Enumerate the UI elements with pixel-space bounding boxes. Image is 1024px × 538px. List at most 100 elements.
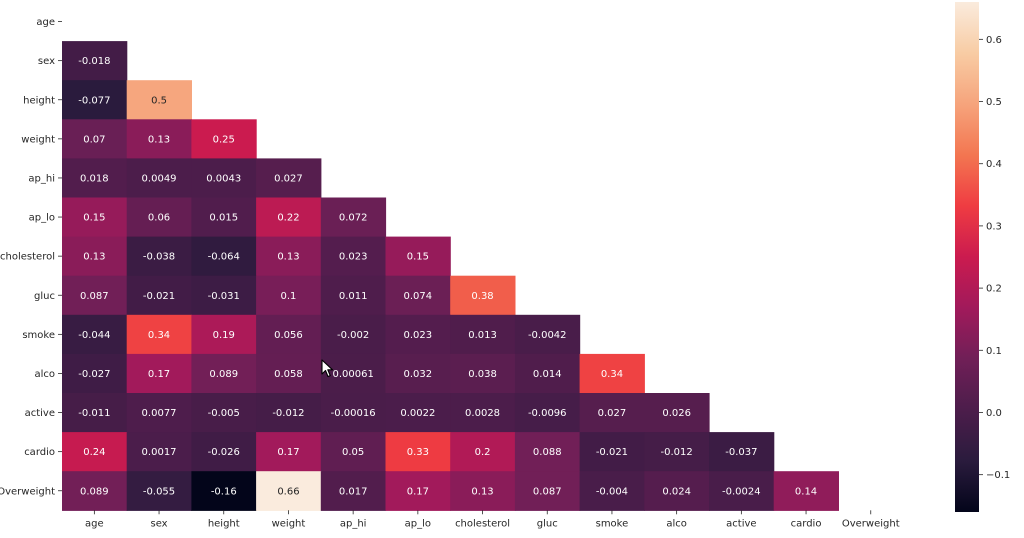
mouse-pointer-icon <box>321 359 334 378</box>
heatmap-cell: 0.0028 <box>450 393 516 433</box>
heatmap-cell-rect <box>62 197 128 238</box>
heatmap-cell-label: 0.24 <box>83 447 105 458</box>
x-tick-label: height <box>208 518 240 529</box>
heatmap-cell-rect <box>126 119 192 159</box>
heatmap-cell-rect <box>514 393 581 433</box>
heatmap-cell-rect <box>579 471 645 511</box>
heatmap-cell-label: 0.33 <box>407 447 429 458</box>
heatmap-cell-label: 0.00061 <box>332 369 373 380</box>
heatmap-cell: 0.074 <box>385 275 451 316</box>
heatmap-cell-label: 0.024 <box>662 486 691 497</box>
x-tick-label: ap_lo <box>405 518 431 529</box>
heatmap-cell-label: 0.023 <box>404 330 433 341</box>
y-tick-label: cardio <box>24 447 55 458</box>
heatmap-cell: 0.087 <box>514 471 581 511</box>
x-tick-label: smoke <box>596 518 629 529</box>
heatmap-cell-rect <box>579 353 645 394</box>
heatmap-cell-label: 0.14 <box>795 486 817 497</box>
heatmap-cell-label: 0.056 <box>274 330 303 341</box>
heatmap-cell-label: 0.34 <box>601 369 623 380</box>
heatmap-cell-rect <box>126 80 192 120</box>
heatmap-cell-rect <box>191 393 257 433</box>
heatmap-cell: 0.0049 <box>126 158 192 199</box>
heatmap-cell-label: 0.089 <box>209 369 238 380</box>
heatmap-cell-rect <box>514 353 581 394</box>
heatmap-cell-rect <box>256 432 322 472</box>
heatmap-cell-label: -0.044 <box>78 330 110 341</box>
heatmap-cell-rect <box>644 393 710 433</box>
heatmap-cell: -0.012 <box>256 393 322 433</box>
heatmap-cell-label: -0.0042 <box>528 330 567 341</box>
heatmap-cell: 0.013 <box>450 314 516 355</box>
heatmap-cell: 0.017 <box>320 471 387 511</box>
heatmap-cell-rect <box>320 471 387 511</box>
y-tick-label: cholesterol <box>0 252 55 263</box>
heatmap-cell-label: 0.038 <box>468 369 497 380</box>
heatmap-cell: 0.25 <box>191 119 257 159</box>
heatmap-cell-label: 0.0049 <box>142 173 177 184</box>
heatmap-cell: -0.021 <box>579 432 645 472</box>
heatmap-cell: 0.13 <box>126 119 192 159</box>
heatmap-cell-rect <box>256 353 322 394</box>
heatmap-cell-rect <box>191 353 257 394</box>
heatmap-cell: 0.058 <box>256 353 322 394</box>
heatmap-cell-rect <box>320 275 387 316</box>
heatmap-cell: 0.17 <box>385 471 451 511</box>
heatmap-cell: -0.0024 <box>709 471 775 511</box>
heatmap-cell-label: 0.027 <box>598 408 627 419</box>
heatmap-cell-rect <box>385 314 451 355</box>
heatmap-cell-label: -0.055 <box>143 486 175 497</box>
heatmap-cell-label: 0.058 <box>274 369 303 380</box>
heatmap-cell-rect <box>191 158 257 199</box>
heatmap-cell-rect <box>450 432 516 472</box>
colorbar-tick-label: 0.4 <box>986 159 1002 170</box>
heatmap-cell-label: 0.22 <box>277 213 299 224</box>
heatmap-cell: 0.0077 <box>126 393 192 433</box>
x-tick-label: active <box>726 518 756 529</box>
heatmap-cell-rect <box>320 432 387 472</box>
heatmap-cell-rect <box>62 432 128 472</box>
heatmap-cell-rect <box>450 393 516 433</box>
heatmap-cell-label: 0.17 <box>407 486 429 497</box>
heatmap-cell: -0.038 <box>126 236 192 277</box>
heatmap-cell: -0.064 <box>191 236 257 277</box>
heatmap-cell-rect <box>320 314 387 355</box>
heatmap-cell-label: 0.072 <box>339 213 368 224</box>
heatmap-cell-rect <box>644 432 710 472</box>
heatmap-cell-label: 0.15 <box>407 252 429 263</box>
heatmap-cell-rect <box>62 314 128 355</box>
heatmap-cell-label: -0.0096 <box>528 408 567 419</box>
heatmap-cell-rect <box>450 314 516 355</box>
heatmap-cell-label: 0.05 <box>342 447 364 458</box>
colorbar-tick-label: 0.5 <box>986 97 1002 108</box>
heatmap-cell-rect <box>385 275 451 316</box>
heatmap-cell: 0.027 <box>579 393 645 433</box>
heatmap-cell-rect <box>62 353 128 394</box>
heatmap-cell-rect <box>709 432 775 472</box>
heatmap-cell-rect <box>579 432 645 472</box>
heatmap-cell-label: 0.13 <box>148 134 170 145</box>
heatmap-cell: 0.14 <box>773 471 839 511</box>
heatmap-cell-label: 0.5 <box>151 95 167 106</box>
heatmap-cell: -0.044 <box>62 314 128 355</box>
heatmap-cell-rect <box>320 393 387 433</box>
heatmap-cell-rect <box>191 197 257 238</box>
y-tick-label: age <box>36 17 55 28</box>
heatmap-cell-label: -0.00016 <box>331 408 376 419</box>
heatmap-cell: 0.087 <box>62 275 128 316</box>
heatmap-cell-rect <box>385 353 451 394</box>
heatmap-cell-rect <box>126 353 192 394</box>
heatmap-cell: -0.002 <box>320 314 387 355</box>
heatmap-cell-label: -0.038 <box>143 252 175 263</box>
heatmap-cell-rect <box>514 471 581 511</box>
colorbar-tick-label: 0.1 <box>986 346 1002 357</box>
heatmap-cell-label: 0.087 <box>80 291 109 302</box>
heatmap-cell: 0.17 <box>126 353 192 394</box>
heatmap-cell-label: 0.089 <box>80 486 109 497</box>
heatmap-cell-label: -0.011 <box>78 408 110 419</box>
heatmap-cell: 0.38 <box>450 275 516 316</box>
heatmap-cell-label: 0.088 <box>533 447 562 458</box>
y-tick-label: gluc <box>34 291 55 302</box>
heatmap-cell: -0.077 <box>62 80 128 120</box>
heatmap-cell: -0.004 <box>579 471 645 511</box>
